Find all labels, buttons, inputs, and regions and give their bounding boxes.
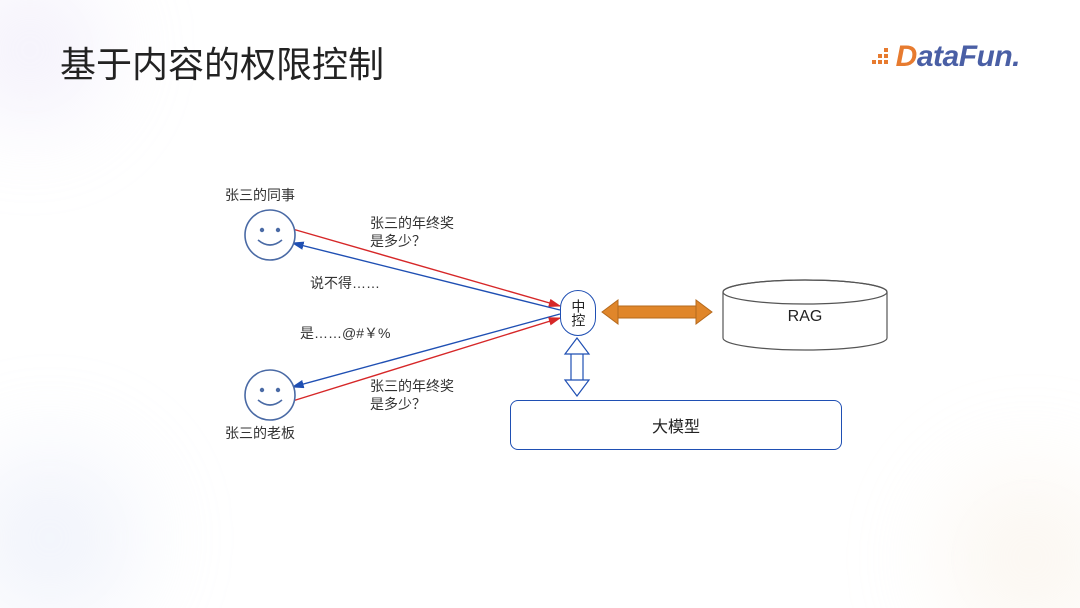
edge-label: 说不得…… <box>310 275 380 293</box>
page-title: 基于内容的权限控制 <box>60 36 384 88</box>
datafun-logo: DataFun. <box>872 40 1020 74</box>
hub-node: 中控 <box>560 290 596 336</box>
rag-label: RAG <box>720 308 890 326</box>
user1-smiley-icon <box>240 205 300 270</box>
logo-prefix: D <box>896 40 917 73</box>
edge-label: 张三的年终奖是多少？ <box>370 378 454 413</box>
llm-label: 大模型 <box>652 413 700 437</box>
llm-box: 大模型 <box>510 400 842 450</box>
user1-caption: 张三的同事 <box>225 185 295 205</box>
user2-smiley-icon <box>240 365 300 430</box>
diagram-arrows <box>0 0 1080 608</box>
logo-dots-icon <box>872 42 894 64</box>
user2-caption: 张三的老板 <box>225 423 295 443</box>
hub-label: 中控 <box>571 299 586 327</box>
logo-rest: ataFun. <box>917 40 1020 73</box>
rag-cylinder: RAG <box>720 278 890 348</box>
edge-label: 是……@#￥% <box>300 325 390 343</box>
edge-label: 张三的年终奖是多少？ <box>370 215 454 250</box>
